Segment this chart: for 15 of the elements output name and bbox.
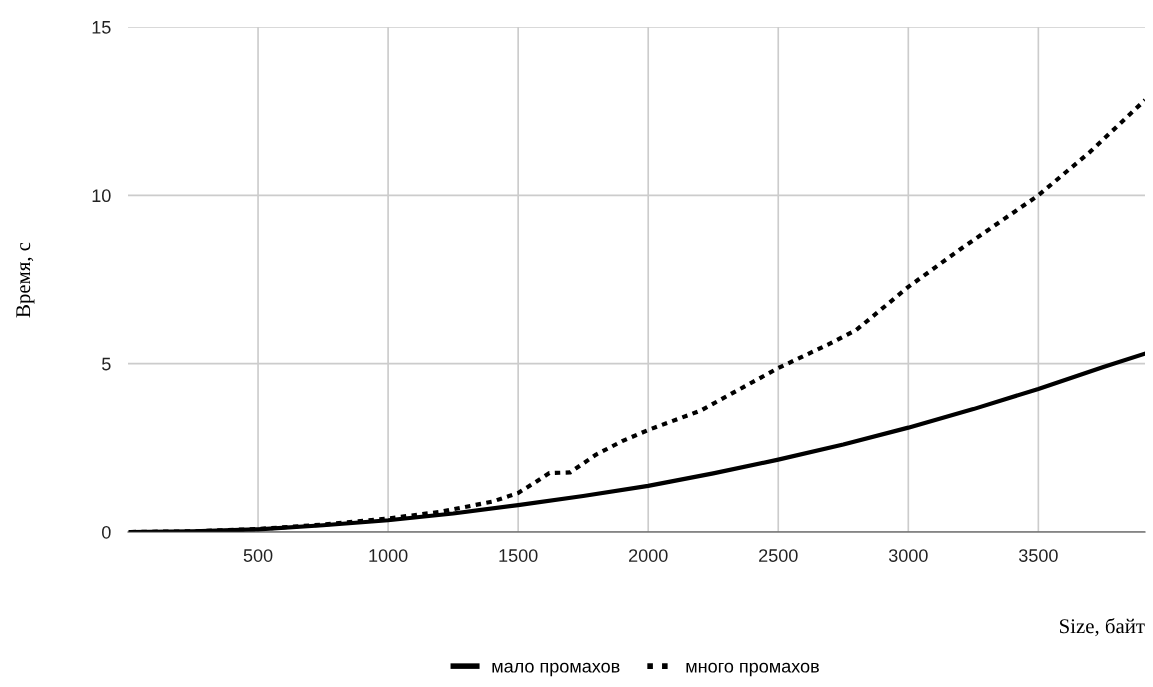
legend-label: много промахов — [686, 662, 819, 677]
y-tick-label: 10 — [92, 189, 111, 203]
x-tick-label: 1000 — [369, 549, 408, 562]
x-tick-label: 1500 — [499, 549, 538, 562]
x-tick-label: 2000 — [629, 549, 668, 562]
x-tick-label: 500 — [243, 549, 273, 562]
y-axis-title: Время, с — [16, 242, 35, 318]
x-tick-label: 3000 — [888, 549, 928, 562]
x-tick-label: 3500 — [1018, 549, 1058, 562]
legend-label: мало промахов — [492, 662, 620, 677]
y-tick-label: 15 — [92, 21, 111, 34]
x-tick-label: 2500 — [759, 549, 798, 562]
y-tick-label: 5 — [102, 357, 111, 371]
y-tick-label: 0 — [102, 525, 111, 539]
x-axis-title: Size, байт — [1060, 618, 1145, 637]
